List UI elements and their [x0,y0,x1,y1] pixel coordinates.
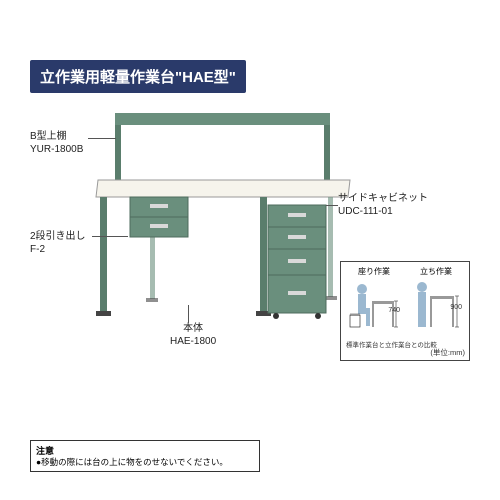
callout-line [326,205,338,206]
standing-label: 立ち作業 [408,266,464,277]
callout-main-body: 本体 HAE-1800 [170,323,216,348]
standing-figure: 900 [408,279,460,337]
side-cabinet-model: UDC-111-01 [338,206,393,217]
caution-body: ●移動の際には台の上に物をのせないでください。 [36,457,254,468]
caution-box: 注意 ●移動の際には台の上に物をのせないでください。 [30,440,260,472]
callout-upper-shelf: B型上棚 YUR-1800B [30,131,83,156]
sitting-height: 740 [388,307,400,314]
callout-line [88,138,116,139]
drawer-name: 2段引き出し [30,231,86,242]
callout-line [92,236,128,237]
comparison-box: 座り作業 [340,261,470,361]
callout-line [188,305,189,323]
callout-drawer: 2段引き出し F-2 [30,231,86,256]
title-banner: 立作業用軽量作業台"HAE型" [30,60,246,93]
upper-shelf-name: B型上棚 [30,131,67,142]
standing-height: 900 [450,304,462,311]
callout-side-cabinet: サイドキャビネット UDC-111-01 [338,193,428,218]
caution-head: 注意 [36,444,254,457]
sitting-label: 座り作業 [346,266,402,277]
main-body-model: HAE-1800 [170,336,216,347]
main-body-name: 本体 [183,323,203,334]
drawer-model: F-2 [30,244,45,255]
sitting-figure: 740 [346,279,398,337]
unit-note: (単位:mm) [430,347,465,358]
side-cabinet-name: サイドキャビネット [338,193,428,204]
product-diagram: B型上棚 YUR-1800B 2段引き出し F-2 本体 HAE-1800 サイ… [30,105,470,355]
upper-shelf-model: YUR-1800B [30,144,83,155]
